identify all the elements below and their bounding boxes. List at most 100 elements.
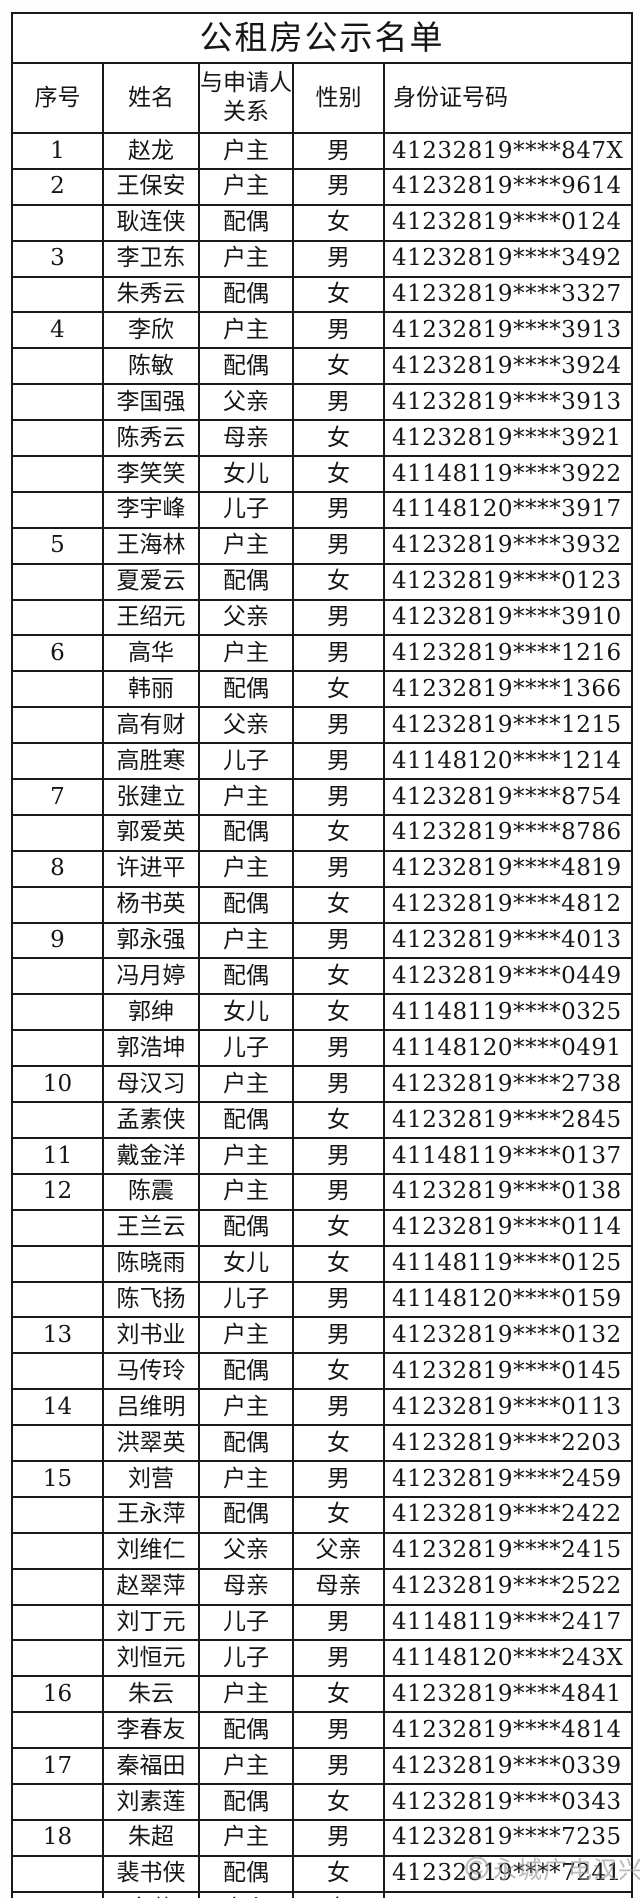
cell-id-number: 41148119****2417 (382, 1603, 634, 1642)
cell-id-number: 41232819****3932 (382, 526, 634, 565)
cell-sequence-number (11, 1208, 104, 1247)
cell-id-number: 41148120****3917 (382, 490, 634, 529)
cell-sequence-number (11, 742, 104, 781)
cell-gender: 男 (292, 1388, 385, 1427)
cell-sequence-number (11, 1280, 104, 1319)
cell-id-number: 41232819****4814 (382, 1711, 634, 1750)
cell-name: 秦福田 (102, 1747, 200, 1785)
table-row: 陈飞扬 儿子 男 41148120****0159 (11, 1280, 634, 1319)
cell-gender: 男 (292, 1818, 385, 1857)
cell-name: 赵龙 (102, 132, 200, 170)
cell-sequence-number (11, 813, 104, 852)
cell-gender: 男 (292, 490, 385, 529)
table-row: 刘丁元 儿子 男 41148119****2417 (11, 1603, 634, 1642)
cell-name: 刘维仁 (102, 1531, 200, 1570)
cell-id-number: 41148120****243X (382, 1639, 634, 1678)
cell-relation: 配偶 (198, 670, 294, 709)
cell-id-number: 41148120****1214 (382, 742, 634, 781)
table-row: 王绍元 父亲 男 41232819****3910 (11, 598, 634, 637)
cell-sequence-number (11, 347, 104, 386)
cell-sequence-number (11, 1244, 104, 1283)
cell-relation: 配偶 (198, 885, 294, 924)
cell-relation: 户主 (198, 132, 294, 170)
cell-relation: 儿子 (198, 1603, 294, 1642)
cell-gender: 女 (292, 957, 385, 996)
cell-id-number: 41148120****0159 (382, 1280, 634, 1319)
cell-sequence-number: 8 (11, 849, 104, 888)
cell-id-number: 41148119****0125 (382, 1244, 634, 1283)
cell-id-number: 41232819****0113 (382, 1388, 634, 1427)
cell-name: 李国强 (102, 383, 200, 422)
table-row: 李笑笑 女儿 女 41148119****3922 (11, 455, 634, 493)
cell-gender: 男 (292, 1639, 385, 1678)
cell-relation: 户主 (198, 239, 294, 278)
cell-id-number: 41232819****1216 (382, 634, 634, 673)
cell-id-number: 41232819****3492 (382, 239, 634, 278)
cell-relation: 户主 (198, 1136, 294, 1175)
cell-name: 王绍元 (102, 598, 200, 637)
cell-sequence-number (11, 1029, 104, 1068)
cell-id-number: 41232819****3924 (382, 347, 634, 386)
cell-id-number: 41232819****3913 (382, 311, 634, 350)
cell-relation: 女儿 (198, 993, 294, 1032)
cell-gender: 男 (292, 1747, 385, 1785)
header-cell-seq: 序号 (11, 62, 104, 134)
cell-sequence-number: 4 (11, 311, 104, 350)
cell-relation: 配偶 (198, 1782, 294, 1821)
cell-sequence-number: 10 (11, 1065, 104, 1104)
cell-id-number: 41232819****7235 (382, 1818, 634, 1857)
cell-name: 陈秀云 (102, 419, 200, 458)
cell-name: 母汉习 (102, 1065, 200, 1104)
cell-id-number: 41232819****3910 (382, 598, 634, 637)
cell-sequence-number (11, 1352, 104, 1391)
cell-gender: 女 (292, 670, 385, 709)
cell-gender: 女 (292, 455, 385, 493)
cell-sequence-number: 18 (11, 1818, 104, 1857)
cell-id-number: 41232819****0343 (382, 1782, 634, 1821)
cell-gender: 女 (292, 347, 385, 386)
cell-id-number: 41232819****0449 (382, 957, 634, 996)
table-row: 11 戴金洋 户主 男 41148119****0137 (11, 1136, 634, 1175)
table-row: 14 吕维明 户主 男 41232819****0113 (11, 1388, 634, 1427)
cell-gender: 男 (292, 1603, 385, 1642)
cell-relation: 配偶 (198, 1208, 294, 1247)
cell-relation: 户主 (198, 849, 294, 888)
cell-id-number: 41232819****2422 (382, 1495, 634, 1534)
cell-relation: 配偶 (198, 1424, 294, 1462)
table-row: 16 朱云 户主 女 41232819****4841 (11, 1675, 634, 1714)
cell-sequence-number: 13 (11, 1316, 104, 1355)
cell-gender: 女 (292, 1854, 385, 1893)
cell-name: 郭永强 (102, 921, 200, 960)
cell-relation: 父亲 (198, 383, 294, 422)
cell-relation: 配偶 (198, 813, 294, 852)
cell-sequence-number (11, 885, 104, 924)
cell-id-number: 41232819****4841 (382, 1675, 634, 1714)
cell-relation: 女儿 (198, 1244, 294, 1283)
cell-relation: 户主 (198, 1818, 294, 1857)
cell-sequence-number: 15 (11, 1459, 104, 1498)
table-row: 12 陈震 户主 男 41232819****0138 (11, 1172, 634, 1211)
cell-id-number: 41232819****0138 (382, 1172, 634, 1211)
table-row: 4 李欣 户主 男 41232819****3913 (11, 311, 634, 350)
cell-sequence-number (11, 598, 104, 637)
cell-gender: 父亲 (292, 1531, 385, 1570)
table-row: 5 王海林 户主 男 41232819****3932 (11, 526, 634, 565)
cell-sequence-number (11, 455, 104, 493)
cell-id-number: 41232819****2522 (382, 1567, 634, 1606)
cell-gender: 女 (292, 1782, 385, 1821)
cell-gender: 男 (292, 849, 385, 888)
cell-sequence-number: 11 (11, 1136, 104, 1175)
cell-name: 冯月婷 (102, 957, 200, 996)
cell-sequence-number: 3 (11, 239, 104, 278)
cell-sequence-number: 7 (11, 778, 104, 816)
cell-id-number: 41232819****4812 (382, 885, 634, 924)
cell-name: 刘素莲 (102, 1782, 200, 1821)
cell-id-number: 41232819****4819 (382, 849, 634, 888)
cell-sequence-number (11, 1567, 104, 1606)
cell-relation: 配偶 (198, 347, 294, 386)
cell-id-number: 41148119****3922 (382, 455, 634, 493)
cell-sequence-number: 1 (11, 132, 104, 170)
cell-name: 吕维明 (102, 1388, 200, 1427)
cell-gender: 男 (292, 778, 385, 816)
cell-gender: 男 (292, 742, 385, 781)
